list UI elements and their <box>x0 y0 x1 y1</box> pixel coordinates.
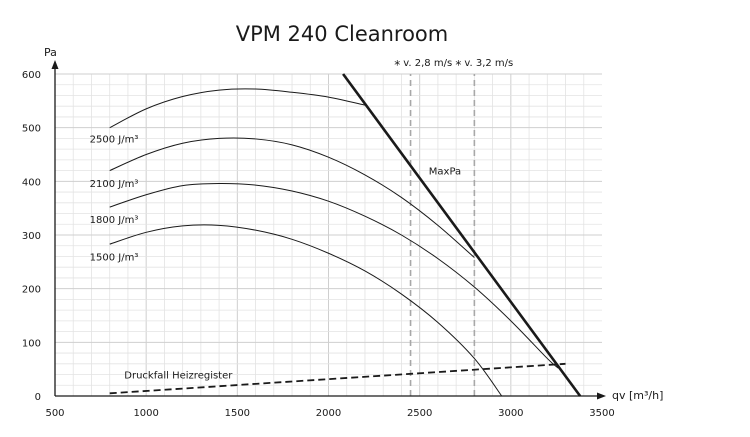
x-tick-label: 1000 <box>133 408 158 419</box>
axes <box>51 60 606 400</box>
series-line-1800-j-m <box>109 182 559 369</box>
annotation-label: 2100 J/m³ <box>90 179 139 190</box>
annotation-label: Druckfall Heizregister <box>124 371 233 382</box>
series-line-2100-j-m <box>109 137 475 258</box>
y-tick-label: 300 <box>22 231 41 242</box>
annotation-label: 1500 J/m³ <box>90 252 139 263</box>
x-tick-label: 500 <box>45 408 64 419</box>
velocity-marker-icon: * <box>455 58 461 72</box>
y-tick-label: 600 <box>22 70 41 81</box>
annotation-label: v. 3,2 m/s <box>464 58 513 69</box>
annotations: 2500 J/m³ 2100 J/m³ 1800 J/m³ 1500 J/m³ MaxP… <box>90 58 514 381</box>
y-tick-label: 100 <box>22 338 41 349</box>
series-line-maxpa <box>342 73 582 397</box>
tick-labels: 500 1000 1500 2000 2500 3000 3500 0 100 200 300 400… <box>22 70 615 419</box>
velocity-marker-icon: * <box>394 58 400 72</box>
x-tick-label: 3500 <box>589 408 614 419</box>
x-tick-label: 1500 <box>225 408 250 419</box>
series-line-1500-j-m <box>109 224 503 397</box>
x-tick-label: 2500 <box>407 408 432 419</box>
chart-title: VPM 240 Cleanroom <box>236 22 449 46</box>
annotation-label: MaxPa <box>429 167 461 178</box>
x-axis-arrow <box>597 392 606 400</box>
y-axis-arrow <box>51 60 59 69</box>
y-tick-label: 500 <box>22 124 41 135</box>
x-tick-label: 2000 <box>316 408 341 419</box>
series-line-druckfall-heizregister <box>109 362 566 395</box>
velocity-lines <box>409 74 476 396</box>
x-axis-label: qv [m³/h] <box>612 389 663 402</box>
annotation-label: 2500 J/m³ <box>90 134 139 145</box>
annotation-label: v. 2,8 m/s <box>403 58 452 69</box>
y-tick-label: 400 <box>22 177 41 188</box>
x-tick-label: 3000 <box>498 408 523 419</box>
annotation-label: 1800 J/m³ <box>90 215 139 226</box>
series-line-2500-j-m <box>109 88 366 129</box>
y-tick-label: 0 <box>35 392 41 403</box>
series-lines <box>109 73 582 397</box>
y-axis-label: Pa <box>44 46 57 59</box>
y-tick-label: 200 <box>22 285 41 296</box>
